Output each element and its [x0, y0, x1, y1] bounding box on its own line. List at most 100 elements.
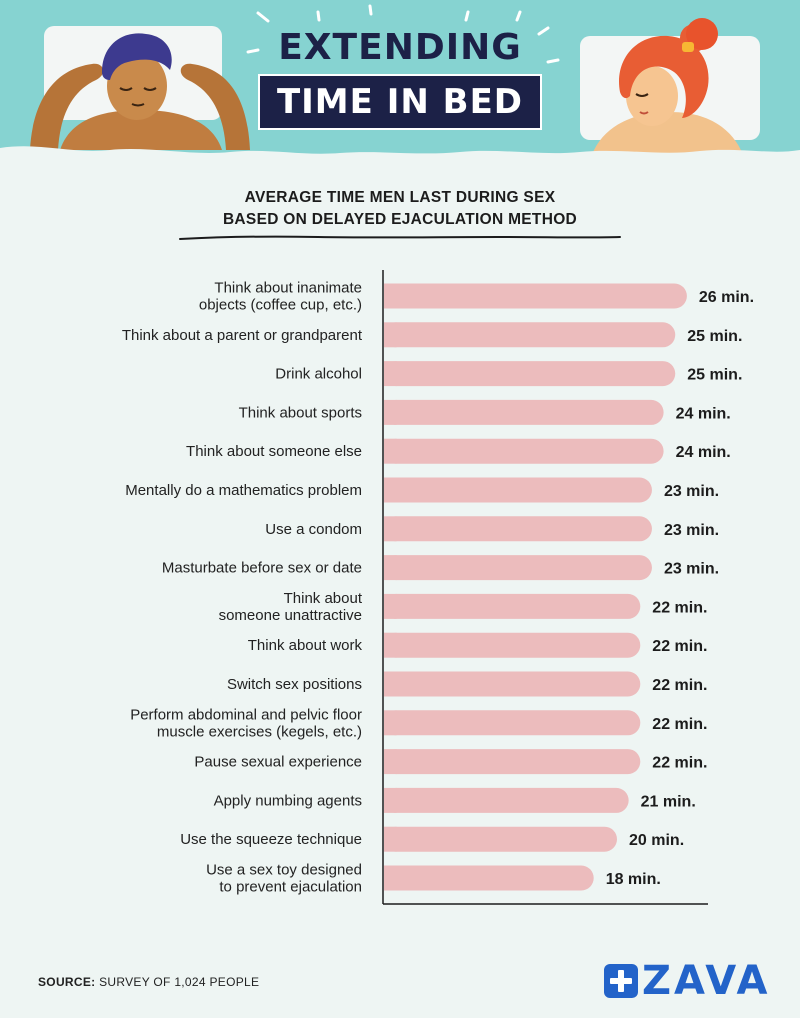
- heading-divider: [179, 235, 621, 240]
- bar-base: [384, 322, 397, 348]
- bar-base: [384, 671, 397, 697]
- bar-row: 22 min. Think about someone unattractive: [219, 590, 708, 624]
- bar-base: [384, 399, 397, 425]
- bar-row: 23 min. Mentally do a mathematics problem: [125, 477, 719, 503]
- bar-value-label: 21 min.: [641, 793, 696, 810]
- category-label-line: Think about inanimate: [214, 280, 362, 297]
- bar-value-label: 25 min.: [687, 367, 742, 384]
- bar: [384, 865, 594, 891]
- chart-heading: AVERAGE TIME MEN LAST DURING SEX BASED O…: [0, 187, 800, 231]
- category-label-line: Pause sexual experience: [194, 754, 362, 771]
- bar-base: [384, 787, 397, 813]
- category-label: Think about someone unattractive: [219, 590, 363, 624]
- bar-base: [384, 438, 397, 464]
- category-label: Use a sex toy designed to prevent ejacula…: [206, 862, 362, 896]
- plus-cross-icon: [604, 964, 638, 998]
- bar: [384, 593, 641, 619]
- bar-row: 23 min. Masturbate before sex or date: [162, 555, 719, 581]
- category-label: Switch sex positions: [227, 676, 362, 693]
- category-label: Perform abdominal and pelvic floor muscle…: [130, 706, 362, 740]
- category-label-line: muscle exercises (kegels, etc.): [157, 723, 362, 740]
- page-title-line-2: TIME IN BED: [276, 82, 524, 122]
- bar-value-label: 20 min.: [629, 832, 684, 849]
- bar: [384, 516, 652, 542]
- bar-base: [384, 516, 397, 542]
- category-label: Pause sexual experience: [194, 754, 362, 771]
- bar-value-label: 26 min.: [699, 289, 754, 306]
- bar-row: 23 min. Use a condom: [265, 516, 719, 542]
- category-label: Mentally do a mathematics problem: [125, 482, 362, 499]
- bar-base: [384, 710, 397, 736]
- category-label-line: Switch sex positions: [227, 676, 362, 693]
- bar-row: 25 min. Drink alcohol: [275, 361, 742, 387]
- category-label: Use the squeeze technique: [180, 831, 362, 848]
- bar-value-label: 22 min.: [652, 755, 707, 772]
- logo-wordmark: ZAVA: [642, 958, 771, 1004]
- woman-illustration: [580, 18, 760, 160]
- bar: [384, 361, 676, 387]
- category-label-line: Think about sports: [239, 404, 362, 421]
- bar-base: [384, 593, 397, 619]
- bar-value-label: 23 min.: [664, 483, 719, 500]
- page-title-line-1: EXTENDING: [278, 26, 522, 68]
- bar-base: [384, 361, 397, 387]
- bar-row: 22 min. Perform abdominal and pelvic floo…: [130, 706, 707, 740]
- bar: [384, 826, 617, 852]
- bar-value-label: 24 min.: [676, 444, 731, 461]
- bar-row: 24 min. Think about someone else: [186, 438, 731, 464]
- bar-base: [384, 826, 397, 852]
- bar: [384, 632, 641, 658]
- bar-row: 22 min. Think about work: [248, 632, 707, 658]
- bar-value-label: 23 min.: [664, 561, 719, 578]
- title-line-2-box: TIME IN BED: [258, 74, 542, 130]
- man-illustration: [30, 26, 250, 150]
- bar-row: 25 min. Think about a parent or grandpare…: [122, 322, 742, 348]
- title-line-1-box: EXTENDING: [220, 22, 580, 72]
- category-label-line: Use the squeeze technique: [180, 831, 362, 848]
- category-label-line: Think about someone else: [186, 443, 362, 460]
- bar-row: 24 min. Think about sports: [239, 399, 731, 425]
- bar: [384, 749, 641, 775]
- bar: [384, 787, 629, 813]
- category-label-line: Think about: [284, 590, 363, 607]
- bar-value-label: 23 min.: [664, 522, 719, 539]
- source-label: SOURCE:: [38, 975, 96, 989]
- category-label-line: Masturbate before sex or date: [162, 560, 362, 577]
- bar-chart-svg: 26 min. Think about inanimate objects (cof…: [122, 270, 754, 905]
- chart-title: AVERAGE TIME MEN LAST DURING SEX: [244, 189, 556, 206]
- category-label: Apply numbing agents: [214, 792, 362, 809]
- bar-base: [384, 477, 397, 503]
- bar-row: 21 min. Apply numbing agents: [214, 787, 696, 813]
- category-label: Think about sports: [239, 404, 362, 421]
- category-label-line: Perform abdominal and pelvic floor: [130, 706, 362, 723]
- bar-chart: 26 min. Think about inanimate objects (cof…: [0, 268, 800, 913]
- bar: [384, 322, 676, 348]
- bar-row: 18 min. Use a sex toy designed to prevent …: [206, 862, 661, 896]
- category-label-line: Apply numbing agents: [214, 792, 362, 809]
- bar-base: [384, 283, 397, 309]
- category-label-line: objects (coffee cup, etc.): [199, 297, 362, 314]
- bar: [384, 283, 687, 309]
- source-note: SOURCE: SURVEY OF 1,024 PEOPLE: [38, 975, 259, 989]
- category-label-line: Think about a parent or grandparent: [122, 327, 363, 344]
- bar-base: [384, 555, 397, 581]
- category-label-line: Drink alcohol: [275, 366, 362, 383]
- bar: [384, 438, 664, 464]
- bar-row: 22 min. Pause sexual experience: [194, 749, 707, 775]
- bar-value-label: 18 min.: [606, 871, 661, 888]
- source-text: SURVEY OF 1,024 PEOPLE: [95, 975, 260, 989]
- bar: [384, 477, 652, 503]
- category-label: Drink alcohol: [275, 366, 362, 383]
- bar: [384, 671, 641, 697]
- category-label-line: Use a condom: [265, 521, 362, 538]
- bar: [384, 399, 664, 425]
- category-label-line: to prevent ejaculation: [219, 879, 362, 896]
- bar-base: [384, 865, 397, 891]
- zava-logo: ZAVA: [604, 961, 770, 1001]
- bar-value-label: 22 min.: [652, 638, 707, 655]
- category-label-line: Use a sex toy designed: [206, 862, 362, 879]
- category-label: Think about work: [248, 637, 363, 654]
- bar-value-label: 25 min.: [687, 328, 742, 345]
- bar-base: [384, 632, 397, 658]
- category-label: Think about a parent or grandparent: [122, 327, 363, 344]
